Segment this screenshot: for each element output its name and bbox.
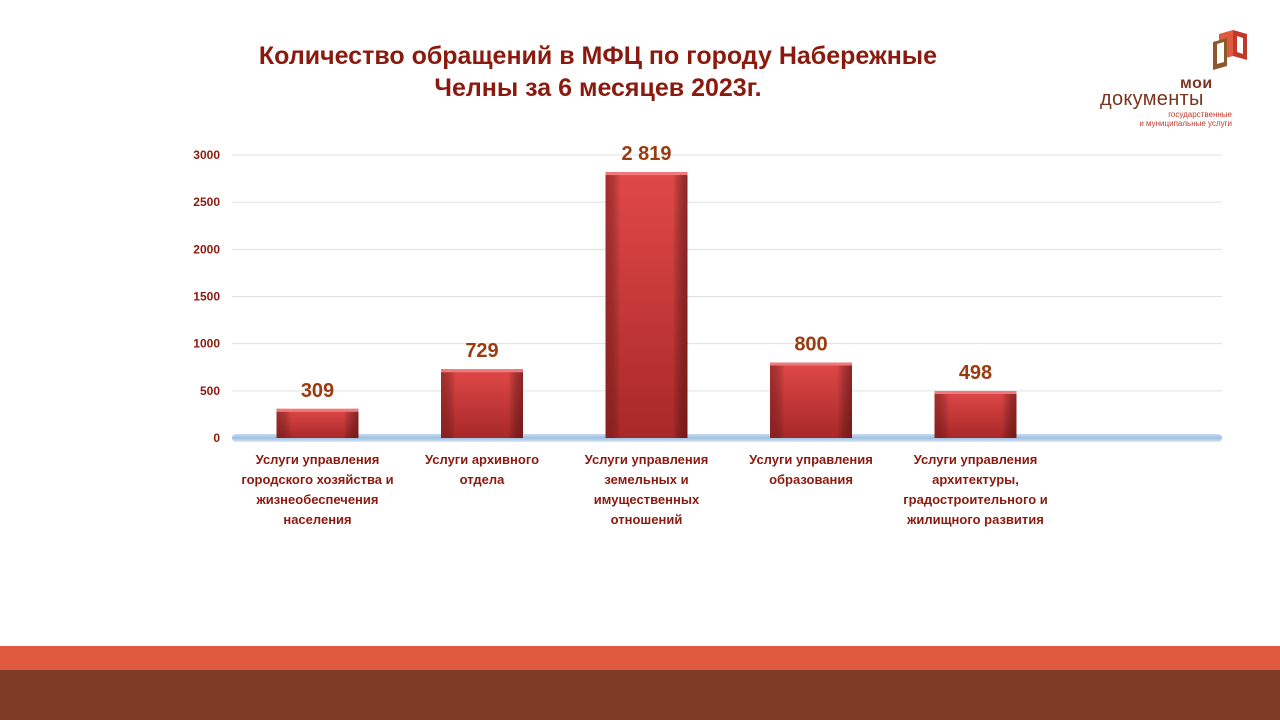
x-tick-label-line: градостроительного и [903,492,1048,507]
y-tick-label: 500 [200,384,220,398]
logo-word-moi: мои [1180,75,1213,92]
x-tick-label-line: Услуги управления [255,452,380,467]
x-tick-label-line: имущественных [593,492,700,507]
bar-top-highlight [276,408,359,412]
chart-floor [232,434,1222,442]
footer-divider [160,643,1118,646]
chart-data-labels: 309 729 2 819 800 498 [301,143,992,402]
y-tick-label: 2500 [193,195,220,209]
chart-title-line1: Количество обращений в МФЦ по городу Наб… [258,42,938,70]
x-tick-label-line: архитектуры, [932,472,1019,487]
moi-dokumenty-logo: мои документы государственные и муниципа… [1096,28,1247,130]
bar-shading [605,172,688,438]
y-tick-label: 3000 [193,148,220,162]
x-tick-label-line: отношений [610,512,683,527]
x-tick-label: Услуги управления городского хозяйства и ж… [233,450,403,530]
x-tick-label-line: отдела [459,472,505,487]
x-tick-label-line: Услуги управления [749,452,873,467]
x-tick-label-line: Услуги управления [913,452,1038,467]
x-tick-label-line: жилищного развития [907,512,1044,527]
bar-top-highlight [770,362,852,366]
chart-title: Количество обращений в МФЦ по городу Наб… [160,40,1036,104]
data-label: 800 [794,334,827,356]
bar-shading [934,391,1017,438]
x-tick-label-line: Услуги управления [584,452,709,467]
moi-dokumenty-logo-mark-icon [1213,30,1247,70]
bar-shading [770,362,852,438]
chart-title-line2: Челны за 6 месяцев 2023г. [434,74,762,102]
footer-band-bottom [0,670,1280,720]
y-axis-ticks: 0 500 1000 1500 2000 2500 3000 [193,148,220,445]
logo-subtitle-line2: и муниципальные услуги [1139,119,1232,128]
x-tick-label-line: городского хозяйства и [241,472,394,487]
x-tick-label-line: земельных и [604,472,689,487]
y-tick-label: 1500 [193,290,220,304]
logo-word-dokumenty: документы [1100,88,1204,110]
footer-band-top [0,646,1280,670]
bar-chart: 0 500 1000 1500 2000 2500 3000 309 729 2 819 800 4… [193,143,1222,445]
chart-bars [276,172,1017,438]
bar-top-highlight [934,391,1017,395]
y-tick-label: 2000 [193,242,220,256]
x-tick-label-line: Услуги архивного [424,452,540,467]
bar-top-highlight [605,172,688,176]
x-tick-label: Услуги управления земельных и имущественны… [562,450,732,530]
x-tick-label: Услуги архивного отдела [397,450,567,490]
x-tick-label-line: жизнеобеспечения [256,492,379,507]
x-tick-label: Услуги управления архитектуры, градостроит… [891,450,1061,530]
data-label: 309 [301,380,334,402]
logo-subtitle-line1: государственные [1168,110,1232,119]
y-tick-label: 1000 [193,337,220,351]
data-label: 729 [465,340,498,362]
bar-shading [441,369,523,438]
data-label: 2 819 [621,143,671,165]
y-tick-label: 0 [213,431,220,445]
chart-gridlines [232,154,1222,392]
bar-shading [276,408,359,438]
bar-top-highlight [441,369,523,373]
x-tick-label: Услуги управления образования [726,450,896,490]
data-label: 498 [959,362,992,384]
x-tick-label-line: населения [283,512,352,527]
x-tick-label-line: образования [769,472,853,487]
